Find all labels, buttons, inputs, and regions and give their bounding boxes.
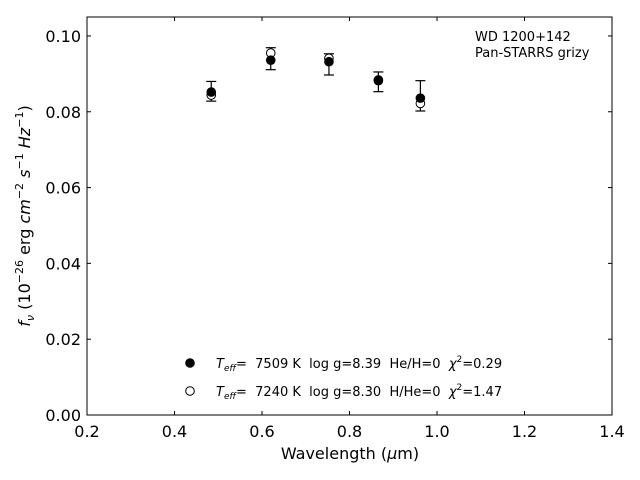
y-tick-label: 0.02: [45, 330, 81, 349]
point-filled: [206, 87, 217, 97]
x-tick-label: 1.4: [599, 422, 624, 441]
legend-marker-filled: [185, 358, 195, 368]
x-axis: 0.2 0.4 0.6 0.8 1.0 1.2 1.4: [74, 17, 625, 441]
legend-label-1: Teff= 7509 K log g=8.39 He/H=0 χ2=0.29: [216, 355, 502, 374]
y-axis: 0.00 0.02 0.04 0.06 0.08 0.10: [45, 27, 612, 425]
error-bars: [206, 47, 426, 112]
x-tick-label: 0.8: [337, 422, 362, 441]
x-tick-label: 0.4: [162, 422, 187, 441]
x-tick-label: 0.6: [249, 422, 274, 441]
x-tick-label: 1.2: [512, 422, 537, 441]
x-axis-label: Wavelength (μm): [281, 444, 419, 463]
x-tick-label: 0.2: [74, 422, 99, 441]
point-filled: [265, 55, 276, 66]
y-tick-label: 0.08: [45, 103, 81, 122]
y-tick-label: 0.06: [45, 179, 81, 198]
point-filled: [324, 56, 334, 67]
y-tick-label: 0.00: [45, 406, 81, 425]
legend-label-2: Teff= 7240 K log g=8.30 H/He=0 χ2=1.47: [216, 383, 502, 402]
annotation-object-name: WD 1200+142: [475, 30, 571, 45]
y-tick-label: 0.10: [45, 27, 81, 46]
plot-frame: [86, 16, 613, 416]
x-tick-label: 1.0: [424, 422, 449, 441]
y-tick-label: 0.04: [45, 254, 81, 273]
legend-marker-open: [185, 386, 195, 396]
data-points: [206, 48, 426, 109]
annotation-survey: Pan-STARRS grizy: [475, 46, 590, 61]
point-filled: [373, 75, 384, 86]
legend: Teff= 7509 K log g=8.39 He/H=0 χ2=0.29 T…: [185, 355, 502, 402]
point-filled: [415, 93, 426, 103]
y-axis-label: fν (10−26 erg cm−2 s−1 Hz−1): [13, 105, 37, 326]
